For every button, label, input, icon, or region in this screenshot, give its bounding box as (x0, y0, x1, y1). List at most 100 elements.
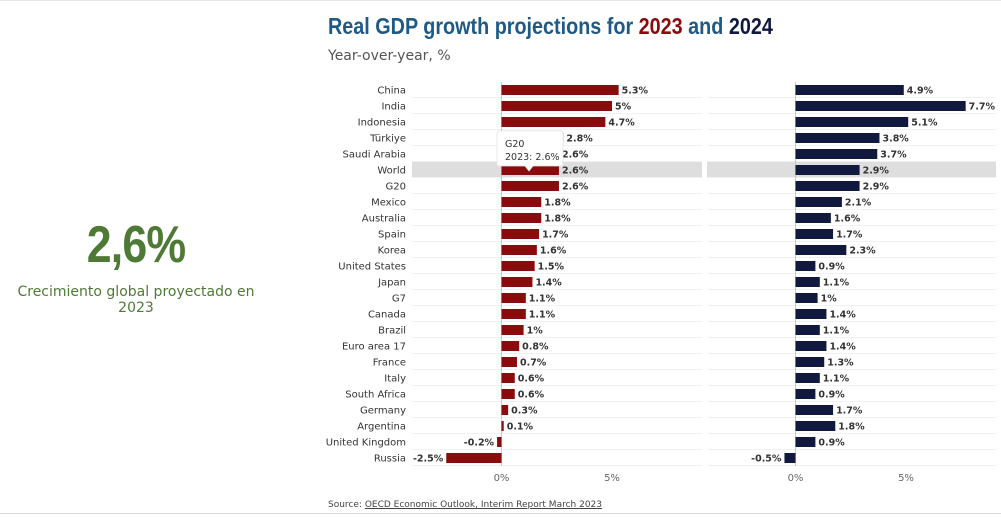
bar-2023-spain (501, 229, 540, 239)
value-label-2024-united-kingdom: 0.9% (818, 438, 845, 449)
category-label-india: India (381, 102, 406, 113)
bar-2023-indonesia (501, 117, 606, 127)
value-label-2023-saudi-arabia: 2.6% (562, 150, 589, 161)
category-label-united-kingdom: United Kingdom (326, 438, 406, 449)
bar-2024-germany (795, 405, 834, 415)
category-label-italy: Italy (384, 374, 406, 385)
tooltip-box (496, 130, 564, 172)
category-label-germany: Germany (360, 406, 406, 417)
bar-2024-united-states (795, 261, 816, 271)
value-label-2024-g20: 2.9% (863, 182, 890, 193)
value-label-2023-world: 2.6% (562, 166, 589, 177)
value-label-2023-indonesia: 4.7% (608, 118, 635, 129)
bar-2023-italy (501, 373, 515, 383)
bar-2024-saudi-arabia (795, 149, 878, 159)
chart-title: Real GDP growth projections for 2023 and… (328, 13, 773, 40)
value-label-2023-g7: 1.1% (529, 294, 556, 305)
value-label-2023-euro-area-17: 0.8% (522, 342, 549, 353)
value-label-2024-t-rkiye: 3.8% (882, 134, 909, 145)
value-label-2023-united-states: 1.5% (538, 262, 565, 273)
bar-2024-indonesia (795, 117, 909, 127)
bar-2023-china (501, 85, 619, 95)
value-label-2024-world: 2.9% (863, 166, 890, 177)
value-label-2024-euro-area-17: 1.4% (829, 342, 856, 353)
bar-2024-south-africa (795, 389, 816, 399)
title-prefix: Real GDP growth projections for (328, 13, 639, 39)
bar-2023-g20 (501, 181, 559, 191)
value-label-2024-argentina: 1.8% (838, 422, 865, 433)
bar-2024-world (795, 165, 860, 175)
kpi-label: Crecimiento global proyectado en 2023 (17, 284, 255, 316)
bar-2024-canada (795, 309, 827, 319)
category-label-china: China (377, 86, 406, 97)
category-label-france: France (373, 358, 406, 369)
value-label-2024-france: 1.3% (827, 358, 854, 369)
value-label-2024-spain: 1.7% (836, 230, 863, 241)
category-label-argentina: Argentina (357, 422, 406, 433)
value-label-2023-india: 5% (615, 102, 632, 113)
bar-2024-united-kingdom (795, 437, 816, 447)
bar-2024-argentina (795, 421, 836, 431)
bar-2023-japan (501, 277, 533, 287)
value-label-2023-germany: 0.3% (511, 406, 538, 417)
bar-2024-italy (795, 373, 820, 383)
chart-subtitle: Year-over-year, % (328, 48, 451, 64)
category-label-russia: Russia (374, 454, 406, 465)
value-label-2023-russia: -2.5% (413, 454, 444, 465)
category-label-japan: Japan (377, 278, 406, 289)
chart-tooltip: G20 2023: 2.6% (496, 130, 564, 172)
value-label-2024-brazil: 1.1% (823, 326, 850, 337)
bar-2024-australia (795, 213, 831, 223)
bar-2024-t-rkiye (795, 133, 880, 143)
category-label-brazil: Brazil (378, 326, 406, 337)
bar-2024-france (795, 357, 825, 367)
bar-2023-brazil (501, 325, 524, 335)
category-label-spain: Spain (378, 230, 406, 241)
value-label-2024-japan: 1.1% (823, 278, 850, 289)
value-label-2024-italy: 1.1% (823, 374, 850, 385)
value-label-2024-russia: -0.5% (751, 454, 782, 465)
value-label-2023-spain: 1.7% (542, 230, 569, 241)
category-label-euro-area-17: Euro area 17 (342, 342, 406, 353)
value-label-2024-g7: 1% (821, 294, 838, 305)
value-label-2024-canada: 1.4% (829, 310, 856, 321)
bar-2023-australia (501, 213, 542, 223)
x-tick-label-2024-0: 0% (788, 473, 804, 484)
value-label-2024-south-africa: 0.9% (818, 390, 845, 401)
category-label-korea: Korea (378, 246, 406, 257)
value-label-2023-g20: 2.6% (562, 182, 589, 193)
value-label-2023-south-africa: 0.6% (518, 390, 545, 401)
bar-2023-mexico (501, 197, 542, 207)
bar-2024-brazil (795, 325, 820, 335)
value-label-2024-korea: 2.3% (849, 246, 876, 257)
value-label-2023-united-kingdom: -0.2% (464, 438, 495, 449)
value-label-2024-germany: 1.7% (836, 406, 863, 417)
bar-2023-united-states (501, 261, 535, 271)
bar-2024-japan (795, 277, 820, 287)
source-prefix: Source: (328, 500, 365, 510)
value-label-2023-argentina: 0.1% (507, 422, 534, 433)
value-label-2023-australia: 1.8% (544, 214, 571, 225)
x-tick-label-2024-1: 5% (898, 473, 914, 484)
bar-2024-mexico (795, 197, 842, 207)
x-tick-label-2023-1: 5% (604, 473, 620, 484)
category-label-south-africa: South Africa (345, 390, 406, 401)
value-label-2024-australia: 1.6% (834, 214, 861, 225)
top-divider (0, 0, 1001, 1)
category-label-g20: G20 (386, 182, 406, 193)
bar-2024-korea (795, 245, 847, 255)
bar-2023-germany (501, 405, 509, 415)
bar-2024-g20 (795, 181, 860, 191)
value-label-2024-china: 4.9% (907, 86, 934, 97)
bar-2023-united-kingdom (497, 437, 502, 447)
value-label-2024-india: 7.7% (969, 102, 996, 113)
bar-2023-canada (501, 309, 526, 319)
bar-2024-china (795, 85, 904, 95)
kpi-value: 2,6% (86, 216, 186, 274)
bar-2023-argentina (501, 421, 504, 431)
category-label-t-rkiye: Türkiye (369, 134, 406, 145)
bar-2023-korea (501, 245, 537, 255)
value-label-2023-t-rkiye: 2.8% (566, 134, 593, 145)
category-label-g7: G7 (392, 294, 406, 305)
source-link[interactable]: OECD Economic Outlook, Interim Report Ma… (364, 500, 602, 510)
